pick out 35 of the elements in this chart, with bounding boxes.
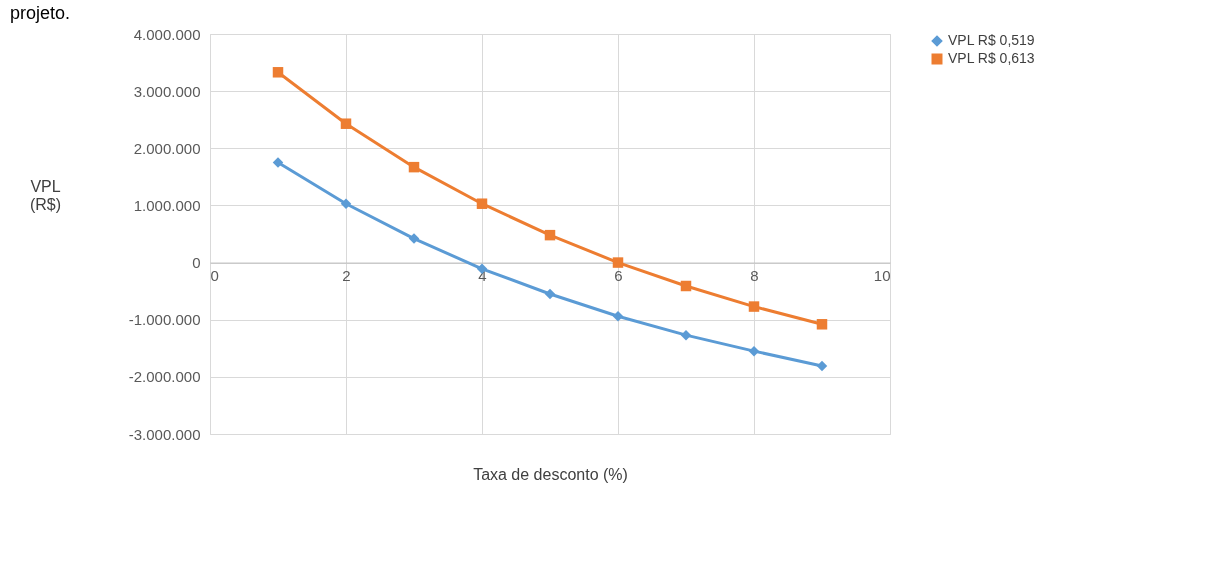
point xyxy=(408,161,420,173)
y-tick-label: 4.000.000 xyxy=(133,25,201,43)
point xyxy=(612,257,624,268)
point xyxy=(544,288,556,300)
y-tick-label: 2.000.000 xyxy=(133,139,201,157)
y-tick-label: 3.000.000 xyxy=(133,82,201,100)
text: projeto. xyxy=(10,3,71,23)
point xyxy=(748,301,760,312)
x-tick-label: 10 xyxy=(873,267,891,285)
point xyxy=(272,157,284,168)
y-tick-label: -3.000.000 xyxy=(128,425,201,443)
y-tick-label: 0 xyxy=(192,254,201,272)
x-axis-title: Taxa de desconto (%) xyxy=(473,465,628,483)
point xyxy=(544,229,556,241)
y-tick-label: -2.000.000 xyxy=(128,368,201,386)
x-tick-label: 0 xyxy=(210,267,219,285)
point xyxy=(816,319,828,330)
x-tick-label: 2 xyxy=(342,267,351,285)
point xyxy=(748,345,760,357)
y-axis-title: VPL (R$) xyxy=(29,177,62,213)
point xyxy=(612,311,624,322)
point xyxy=(340,118,352,129)
point xyxy=(476,198,488,209)
point xyxy=(680,280,692,292)
point xyxy=(408,233,420,244)
point xyxy=(340,198,352,209)
x-tick-label: 8 xyxy=(750,267,759,285)
point xyxy=(680,329,692,341)
legend-label: VPL R$ 0,519 xyxy=(948,32,1035,48)
x-tick-label: 6 xyxy=(614,267,623,285)
legend-label: VPL R$ 0,613 xyxy=(948,50,1035,66)
y-tick-label: -1.000.000 xyxy=(128,311,201,329)
y-tick-label: 1.000.000 xyxy=(133,196,201,214)
point xyxy=(272,67,284,78)
point xyxy=(816,360,828,372)
